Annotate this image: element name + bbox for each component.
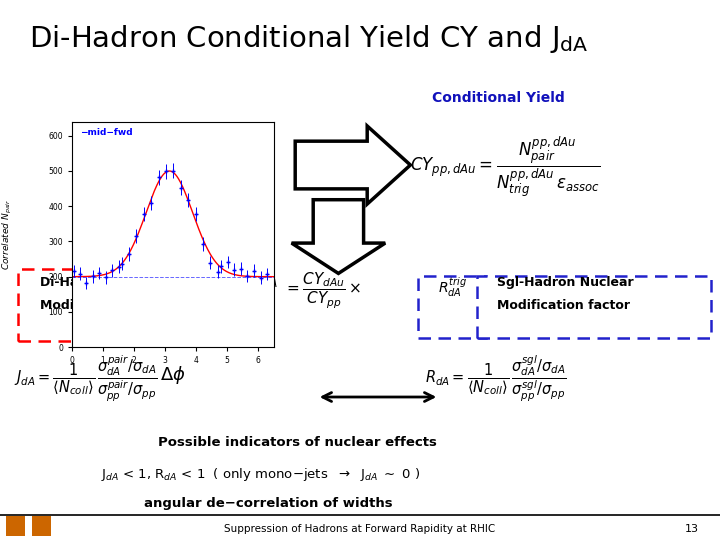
Text: Di-Hadron Conditional Yield CY and J$_\mathregular{dA}$: Di-Hadron Conditional Yield CY and J$_\m… [29, 23, 588, 55]
Bar [32, 516, 51, 536]
FancyBboxPatch shape [477, 275, 711, 339]
Text: angular de−correlation of widths: angular de−correlation of widths [144, 497, 392, 510]
Text: $J_{dA}$: $J_{dA}$ [256, 271, 278, 291]
Text: Sgl-Hadron Nuclear: Sgl-Hadron Nuclear [497, 275, 634, 288]
Polygon shape [295, 126, 410, 204]
Text: Possible indicators of nuclear effects: Possible indicators of nuclear effects [158, 436, 437, 449]
Polygon shape [292, 200, 385, 273]
Bar [6, 516, 24, 536]
Text: $= \dfrac{CY_{dAu}}{CY_{pp}} \times$: $= \dfrac{CY_{dAu}}{CY_{pp}} \times$ [284, 271, 362, 312]
Text: Suppression of Hadrons at Forward Rapidity at RHIC: Suppression of Hadrons at Forward Rapidi… [225, 524, 495, 534]
Text: Di-Hadron Nuclear: Di-Hadron Nuclear [40, 275, 168, 288]
FancyBboxPatch shape [18, 269, 270, 341]
Text: 13: 13 [685, 524, 698, 534]
Text: Conditional Yield: Conditional Yield [432, 91, 564, 105]
Text: $R_{dA}^{trig}$: $R_{dA}^{trig}$ [438, 275, 467, 300]
Text: $CY_{pp,dAu} = \dfrac{N_{pair}^{pp,dAu}}{N_{trig}^{pp,dAu}\,\varepsilon_{assoc}}: $CY_{pp,dAu} = \dfrac{N_{pair}^{pp,dAu}}… [410, 134, 601, 199]
Text: −mid−fwd: −mid−fwd [80, 129, 132, 137]
Text: Modification factor: Modification factor [40, 300, 173, 313]
Text: Modification factor: Modification factor [497, 300, 630, 313]
Text: $\Delta\phi$: $\Delta\phi$ [160, 364, 186, 387]
FancyBboxPatch shape [418, 275, 486, 339]
Text: J$_{dA}$ < 1, R$_{dA}$ < 1  ( only mono$-$jets  $\rightarrow$  J$_{dA}$ $\sim$ 0: J$_{dA}$ < 1, R$_{dA}$ < 1 ( only mono$-… [101, 467, 420, 483]
Text: $J_{dA} = \dfrac{1}{\langle N_{coll}\rangle}\,\dfrac{\sigma_{dA}^{pair}/\sigma_{: $J_{dA} = \dfrac{1}{\langle N_{coll}\ran… [14, 354, 158, 404]
Text: $R_{dA} = \dfrac{1}{\langle N_{coll}\rangle}\,\dfrac{\sigma_{dA}^{sgl}/\sigma_{d: $R_{dA} = \dfrac{1}{\langle N_{coll}\ran… [425, 354, 567, 404]
Text: Correlated $N_{pair}$: Correlated $N_{pair}$ [1, 199, 14, 270]
